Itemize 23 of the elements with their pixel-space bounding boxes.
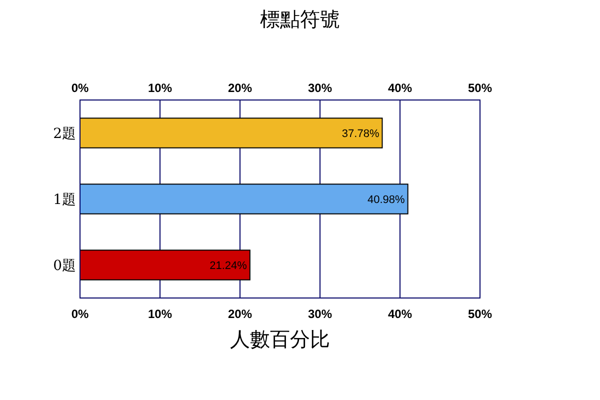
bar [80,250,250,280]
y-tick-label: 2題 [53,126,76,142]
data-label: 21.24% [210,260,248,272]
x-tick-label: 50% [468,81,492,95]
x2-tick-label: 50% [468,307,492,321]
x-tick-label: 30% [308,81,332,95]
x-tick-label: 10% [148,81,172,95]
y-tick-label: 1題 [53,192,76,208]
chart-title: 標點符號 [260,9,340,31]
y-tick-label: 0題 [53,258,76,274]
x2-tick-label: 10% [148,307,172,321]
data-label: 40.98% [368,194,406,206]
x2-tick-label: 0% [71,307,89,321]
x-tick-label: 0% [71,81,89,95]
x-axis-title: 人數百分比 [230,329,330,351]
x2-tick-label: 30% [308,307,332,321]
bar [80,184,408,214]
x-tick-label: 20% [228,81,252,95]
x-tick-label: 40% [388,81,412,95]
x2-tick-label: 40% [388,307,412,321]
x2-tick-label: 20% [228,307,252,321]
data-label: 37.78% [342,128,380,140]
bar [80,118,383,148]
